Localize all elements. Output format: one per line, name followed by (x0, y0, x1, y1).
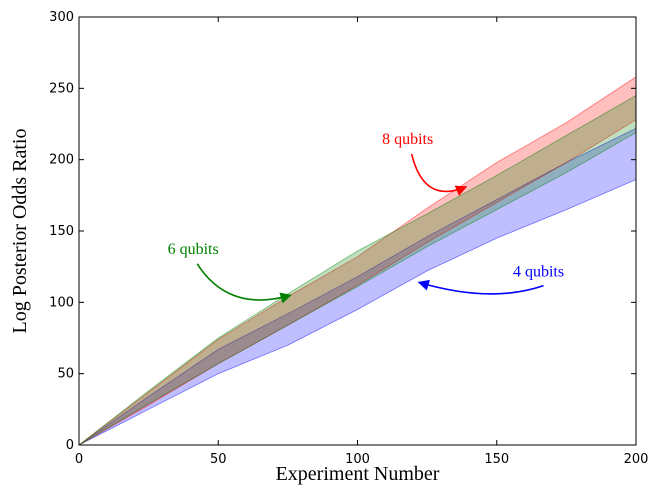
annotation-8-qubits: 8 qubits (382, 131, 433, 148)
x-tick-label: 200 (624, 452, 649, 467)
x-tick-label: 50 (210, 452, 227, 467)
bands-layer (78, 76, 637, 446)
arrow-4-qubits (417, 279, 544, 295)
annotation-4-qubits: 4 qubits (513, 264, 564, 281)
y-tick-label: 0 (66, 438, 74, 453)
y-tick-label: 100 (49, 295, 74, 310)
y-axis-label: Log Posterior Odds Ratio (9, 129, 31, 334)
x-tick-label: 150 (484, 452, 509, 467)
y-tick-label: 300 (49, 10, 74, 25)
arrow-8-qubits (410, 153, 468, 196)
ticks-layer: 0 50 100 150 200 0 50 100 150 200 250 300 (49, 10, 648, 467)
annotations-layer: 8 qubits 6 qubits 4 qubits (168, 131, 564, 304)
y-tick-label: 150 (49, 224, 74, 239)
y-tick-label: 200 (49, 153, 74, 168)
x-tick-label: 100 (345, 452, 370, 467)
x-axis-label: Experiment Number (276, 463, 440, 485)
annotation-6-qubits: 6 qubits (168, 241, 219, 258)
x-tick-label: 0 (75, 452, 83, 467)
arrow-6-qubits (196, 263, 292, 304)
y-tick-label: 250 (49, 81, 74, 96)
y-tick-label: 50 (57, 367, 74, 382)
